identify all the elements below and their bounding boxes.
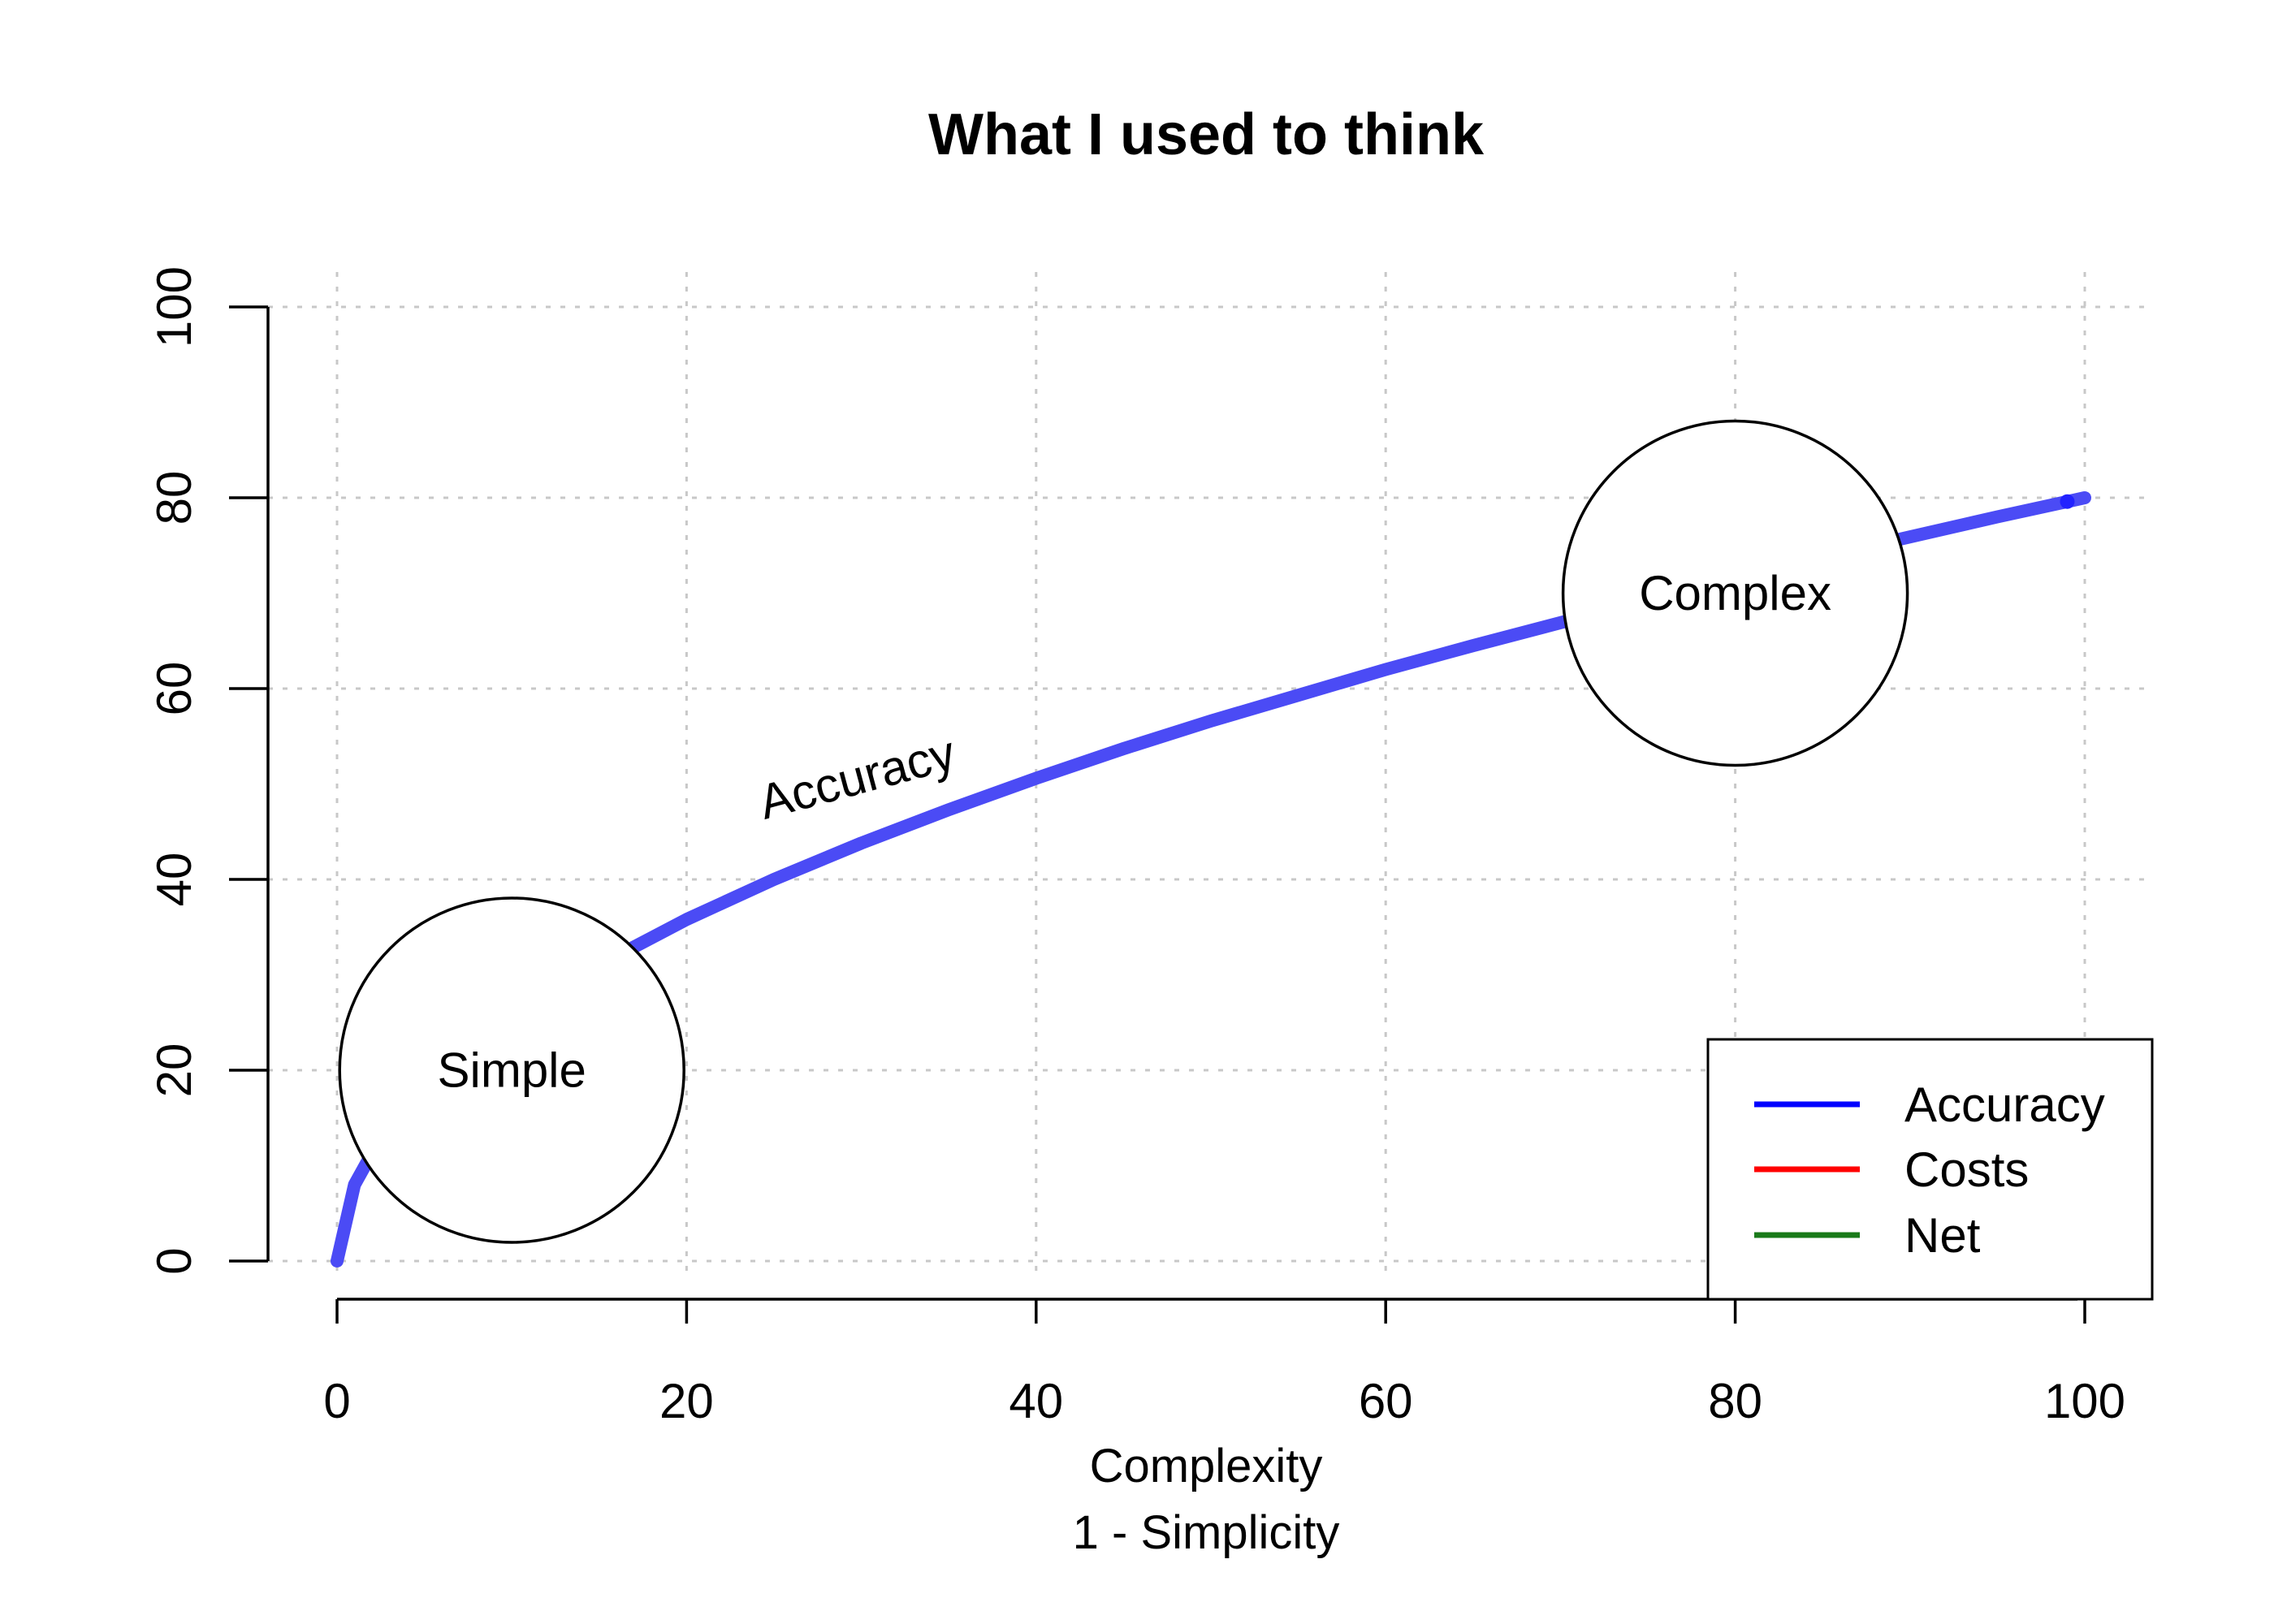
- y-tick-label-60: 60: [147, 662, 201, 716]
- legend-label-costs: Costs: [1904, 1142, 2029, 1197]
- series-end-point-accuracy: [2060, 494, 2075, 509]
- annotation-label-complex: Complex: [1639, 566, 1831, 620]
- x-tick-label-60: 60: [1359, 1374, 1413, 1428]
- y-tick-label-0: 0: [147, 1247, 201, 1274]
- legend: Accuracy Costs Net: [1706, 1038, 2154, 1301]
- x-tick-label-40: 40: [1009, 1374, 1063, 1428]
- annotation-circle-complex: Complex: [1561, 419, 1909, 767]
- y-tick-label-20: 20: [147, 1043, 201, 1098]
- x-tick-label-0: 0: [323, 1374, 350, 1428]
- x-tick-label-100: 100: [2044, 1374, 2125, 1428]
- y-tick-label-80: 80: [147, 471, 201, 525]
- x-tick-label-80: 80: [1708, 1374, 1762, 1428]
- y-gridlines: [268, 305, 2144, 1263]
- x-tick-label-20: 20: [659, 1374, 714, 1428]
- y-axis-ticks: 0 20 40 60 80 100: [147, 266, 268, 1275]
- annotation-circle-complex-shape: [1561, 419, 1909, 767]
- x-axis-subtitle: 1 - Simplicity: [1073, 1506, 1340, 1559]
- annotation-circle-simple-shape: [338, 896, 685, 1244]
- x-axis-ticks: 0 20 40 60 80 100: [323, 1299, 2125, 1428]
- legend-label-net: Net: [1904, 1208, 1981, 1263]
- legend-label-accuracy: Accuracy: [1904, 1078, 2105, 1132]
- annotation-label-simple: Simple: [437, 1043, 586, 1098]
- chart-title: What I used to think: [928, 102, 1485, 167]
- y-tick-label-40: 40: [147, 853, 201, 907]
- x-axis-title: Complexity: [1090, 1440, 1323, 1492]
- y-tick-label-100: 100: [147, 266, 201, 348]
- legend-box: [1706, 1038, 2154, 1301]
- annotation-circle-simple: Simple: [338, 896, 685, 1244]
